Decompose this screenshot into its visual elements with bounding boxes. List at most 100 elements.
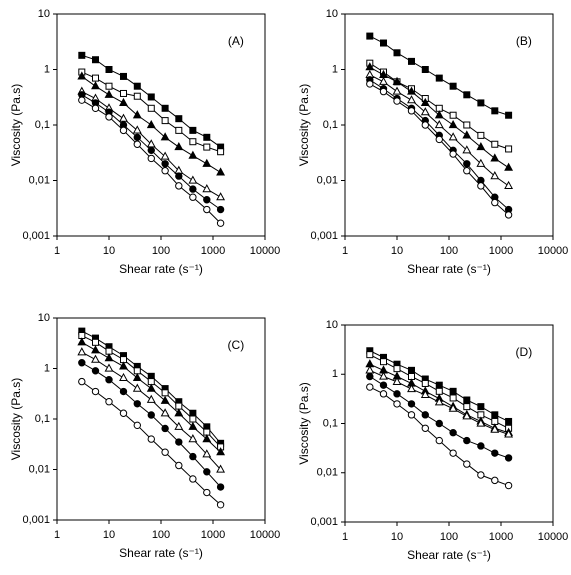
x-tick-label: 10000 — [538, 531, 569, 543]
x-tick-label: 10 — [391, 531, 403, 543]
data-point — [435, 387, 443, 395]
data-point — [366, 351, 374, 359]
data-point — [379, 358, 387, 366]
data-point — [175, 438, 183, 446]
data-point — [476, 158, 486, 167]
x-tick-label: 1 — [342, 531, 348, 543]
data-point — [379, 39, 387, 47]
y-tick-label: 1 — [44, 362, 50, 374]
data-point — [119, 372, 128, 382]
y-tick-label: 0,001 — [22, 230, 50, 242]
data-point — [175, 172, 183, 180]
data-point — [448, 132, 458, 141]
data-point — [188, 421, 198, 430]
x-axis-label: Shear rate (s⁻¹) — [407, 548, 491, 562]
data-point — [133, 92, 141, 100]
y-tick-label: 1 — [44, 63, 50, 75]
data-point — [119, 387, 128, 396]
data-point — [91, 104, 100, 112]
data-point — [490, 153, 500, 162]
data-point — [407, 400, 416, 408]
data-point — [434, 110, 444, 119]
x-tick-label: 10000 — [250, 529, 281, 541]
data-point — [504, 162, 514, 171]
data-point — [132, 125, 142, 134]
data-point — [119, 361, 128, 370]
data-point — [463, 91, 471, 99]
series-line — [81, 351, 221, 470]
x-tick-label: 100 — [440, 245, 458, 257]
panel: 0,001 0,01 0,1 1 10 1 10 100 1000 10000 Shear rate… — [9, 8, 280, 276]
x-tick-label: 100 — [152, 245, 170, 257]
data-point — [160, 408, 170, 417]
data-point — [435, 135, 443, 144]
data-point — [435, 419, 443, 428]
y-tick-label: 1 — [332, 63, 338, 75]
data-point — [202, 434, 212, 443]
data-point — [449, 387, 457, 395]
x-axis-label: Shear rate (s⁻¹) — [119, 262, 203, 276]
data-point — [379, 371, 388, 380]
x-tick-label: 1000 — [489, 531, 513, 543]
y-tick-label: 0,001 — [310, 516, 338, 528]
data-point — [105, 398, 113, 406]
data-point — [189, 409, 197, 417]
series-line — [369, 79, 509, 210]
data-point — [477, 403, 485, 411]
data-point — [91, 81, 100, 90]
data-point — [175, 461, 183, 470]
y-tick-label: 0,001 — [310, 230, 338, 242]
data-point — [104, 363, 114, 372]
data-point — [407, 95, 416, 104]
data-point — [203, 196, 211, 204]
data-point — [105, 376, 113, 384]
series-line — [369, 83, 509, 216]
x-tick-label: 100 — [152, 529, 170, 541]
data-point — [217, 148, 225, 156]
data-point — [202, 449, 212, 458]
data-point — [420, 97, 430, 107]
data-point — [147, 146, 155, 155]
data-point — [435, 381, 443, 389]
data-point — [203, 205, 211, 214]
y-tick-label: 0,001 — [22, 514, 50, 526]
data-point — [216, 167, 226, 176]
data-point — [203, 468, 211, 476]
data-point — [119, 409, 128, 417]
y-axis-label: Viscosity (Pa.s) — [9, 378, 23, 460]
x-axis-label: Shear rate (s⁻¹) — [407, 262, 491, 276]
panel-label: (D) — [516, 345, 533, 359]
data-point — [491, 411, 499, 419]
data-point — [216, 447, 226, 456]
data-point — [392, 76, 402, 85]
data-point — [477, 99, 485, 107]
y-tick-label: 0,1 — [323, 417, 338, 429]
y-axis-label: Viscosity (Pa.s) — [297, 84, 311, 166]
y-tick-label: 0,01 — [29, 174, 50, 186]
panel-label: (C) — [228, 338, 245, 352]
x-tick-label: 10000 — [250, 245, 281, 257]
data-point — [77, 71, 87, 80]
data-point — [392, 376, 402, 385]
data-point — [379, 87, 388, 96]
data-point — [463, 167, 471, 175]
x-axis-label: Shear rate (s⁻¹) — [119, 546, 203, 560]
data-point — [393, 97, 401, 105]
data-point — [435, 74, 443, 82]
x-tick-label: 10 — [103, 245, 115, 257]
data-point — [161, 167, 169, 175]
y-tick-label: 0,1 — [35, 119, 50, 131]
data-point — [420, 389, 430, 399]
data-point — [393, 365, 401, 373]
data-point — [174, 142, 184, 151]
data-point — [407, 86, 416, 95]
data-point — [462, 411, 472, 420]
data-point — [202, 184, 212, 193]
data-point — [119, 89, 127, 97]
data-point — [491, 449, 499, 457]
data-point — [203, 143, 211, 151]
data-point — [91, 74, 99, 82]
data-point — [407, 57, 415, 65]
data-point — [366, 372, 374, 381]
data-point — [189, 415, 197, 423]
